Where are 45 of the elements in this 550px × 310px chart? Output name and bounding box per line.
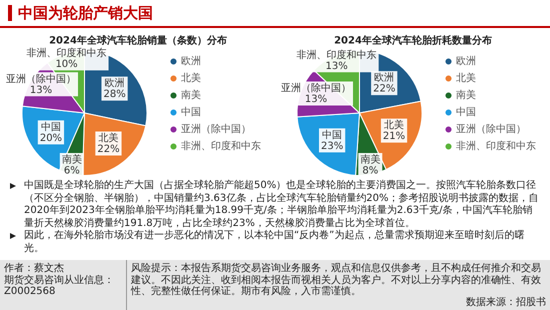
data-label: 6% [63, 166, 80, 177]
legend-label: 欧洲 [180, 55, 200, 68]
slice-label: 北美 [384, 119, 404, 132]
legend-label: 亚洲（除中国） [180, 123, 250, 136]
text: 作者：蔡文杰 [4, 263, 65, 274]
text: 期货交易咨询从业信息：Z0002568 [4, 274, 115, 298]
data-label: 10% [54, 58, 78, 70]
data-label: 23% [320, 140, 343, 152]
chart-title: 2024年全球汽车轮胎折耗数量分布 [334, 34, 492, 47]
slice-label: 欧洲 [104, 77, 124, 90]
legend-label: 北美 [456, 72, 476, 84]
text: 中国为轮胎产销大国 [18, 4, 153, 22]
source-note: 数据来源：招股书 [466, 296, 546, 308]
legend-label: 非洲、印度和中东 [456, 140, 536, 152]
data-label: 28% [102, 89, 126, 100]
data-label: 8% [362, 166, 378, 177]
data-label: 22% [96, 144, 120, 156]
data-label: 21% [382, 131, 405, 142]
legend-label: 欧洲 [456, 55, 476, 68]
legend-label: 南美 [456, 89, 476, 102]
slice-label: 南美 [61, 154, 82, 166]
data-label: 13% [29, 84, 52, 96]
slice-label: 中国 [322, 128, 342, 141]
text: 因此，在海外轮胎市场没有进一步恶化的情况下，以本轮中国“反内卷”为起点，总量需求预期迎来至暗时刻后的曙光。 [24, 230, 526, 255]
legend-label: 非洲、印度和中东 [180, 140, 260, 152]
data-label: 22% [372, 84, 395, 95]
data-label: 13% [325, 60, 348, 72]
slice-label: 亚洲（除中国） [6, 72, 76, 85]
slice-label: 欧洲 [374, 72, 394, 84]
text: 风险提示：本报告系期货交易咨询业务服务，观点和信息仅供参考，且不构成任何推介和交易建议。不因此关注、收到相阅本报告而视相关人员为客户。不对以上分享内容的准确性、有效性、完整性做任何保证。期市有风险，入市需谨慎。 [131, 263, 541, 297]
slice-label: 非洲、印度和中东 [26, 46, 106, 59]
legend-label: 南美 [180, 89, 200, 102]
slice-label: 中国 [40, 120, 60, 133]
slice-label: 非洲、印度和中东 [296, 48, 376, 61]
legend-label: 中国 [180, 106, 200, 118]
data-label: 20% [39, 132, 62, 144]
chart-title: 2024年全球汽车轮胎销量（条数）分布 [48, 34, 226, 47]
legend-label: 中国 [456, 106, 476, 118]
legend-label: 亚洲（除中国） [456, 123, 526, 136]
slice-label: 北美 [98, 132, 118, 144]
data-label: 13% [304, 94, 327, 106]
slice-label: 亚洲（除中国） [280, 82, 350, 94]
slice-label: 南美 [360, 154, 380, 166]
legend-label: 北美 [180, 72, 200, 84]
text: 中国既是全球轮胎的生产大国（占据全球轮胎产能超50%）也是全球轮胎的主要消费国之一。按照汽车轮胎条数口径（不区分全钢胎、半钢胎），中国销量约3.63亿条，占比全球汽车轮胎销量约20%；参考招股说明书披露的数据，自2020年到2023年全钢胎单胎平均消耗量为18.99千克/条；半钢胎单胎平均消耗量为2.63千克/条，中国汽车轮胎销量折天然橡胶消费量约191.8万吨，占比全球约23%，天然橡胶消费量占比为全球首位。 [24, 180, 540, 230]
